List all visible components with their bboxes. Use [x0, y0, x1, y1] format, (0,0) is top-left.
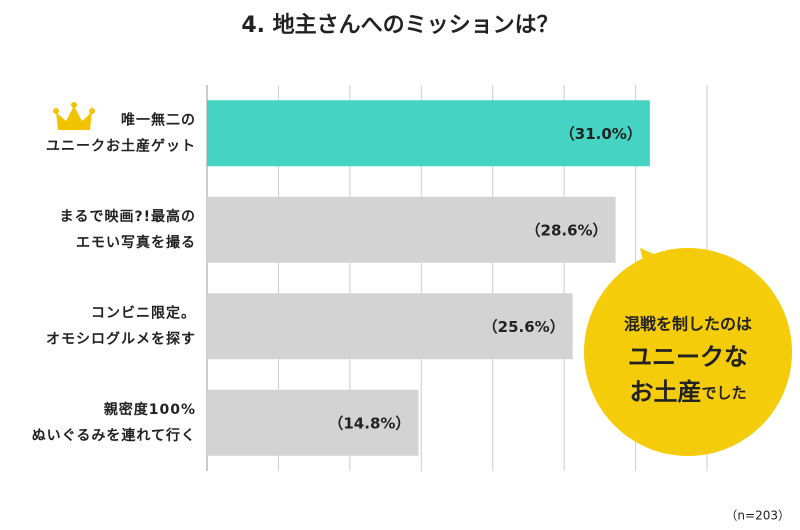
category-label: ユニークお土産ゲット	[46, 137, 196, 154]
category-label: エモい写真を撮る	[76, 234, 196, 251]
chart-title: 4. 地主さんへのミッションは？	[241, 13, 558, 38]
bar	[207, 196, 616, 263]
value-label: （14.8%）	[328, 414, 410, 432]
bar	[207, 293, 573, 360]
callout-tail: でした	[701, 384, 746, 402]
callout-line: ユニークな	[628, 343, 748, 371]
callout-line: お土産でした	[629, 378, 746, 406]
category-label: オモシログルメを探す	[46, 330, 196, 347]
callout-line: 混戦を制したのは	[624, 315, 752, 334]
category-label: 唯一無二の	[121, 111, 196, 128]
sample-note: （n=203）	[725, 509, 790, 523]
value-label: （31.0%）	[560, 125, 642, 143]
category-label: 親密度100%	[104, 401, 196, 418]
callout-emph: お土産	[629, 378, 701, 406]
category-label: ぬいぐるみを連れて行く	[32, 427, 196, 444]
category-label: コンビニ限定。	[91, 304, 196, 321]
bar	[207, 100, 650, 167]
value-label: （28.6%）	[526, 221, 608, 239]
bar	[207, 389, 419, 456]
crown-icon	[53, 102, 95, 130]
value-label: （25.6%）	[483, 318, 565, 336]
callout: 混戦を制したのは ユニークな お土産でした	[584, 248, 792, 456]
category-label: まるで映画?!最高の	[59, 208, 196, 225]
